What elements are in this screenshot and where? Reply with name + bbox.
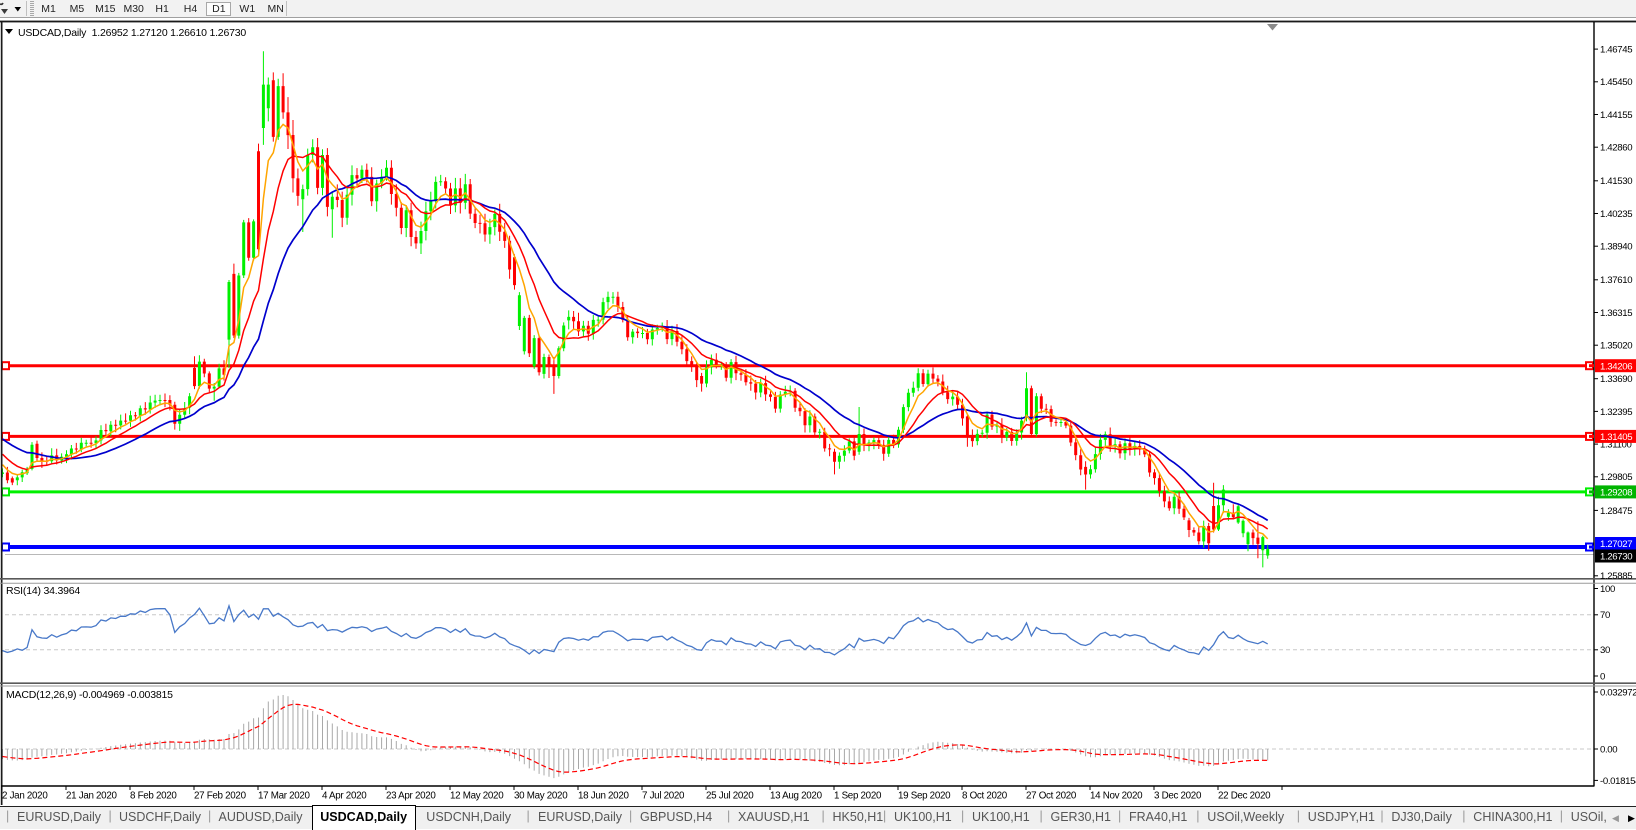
svg-text:1.38940: 1.38940 — [1600, 242, 1632, 253]
svg-text:0.032972: 0.032972 — [1600, 687, 1636, 698]
svg-text:21 Jan 2020: 21 Jan 2020 — [66, 791, 117, 802]
svg-text:1.36315: 1.36315 — [1600, 308, 1632, 319]
svg-text:23 Apr 2020: 23 Apr 2020 — [386, 791, 436, 802]
svg-text:1.27027: 1.27027 — [1600, 539, 1632, 550]
svg-text:22 Dec 2020: 22 Dec 2020 — [1218, 791, 1271, 802]
svg-text:27 Oct 2020: 27 Oct 2020 — [1026, 791, 1077, 802]
svg-text:8 Feb 2020: 8 Feb 2020 — [130, 791, 177, 802]
svg-text:4 Apr 2020: 4 Apr 2020 — [322, 791, 367, 802]
svg-text:27 Feb 2020: 27 Feb 2020 — [194, 791, 247, 802]
svg-text:1 Sep 2020: 1 Sep 2020 — [834, 791, 882, 802]
svg-text:2 Jan 2020: 2 Jan 2020 — [2, 791, 48, 802]
svg-text:3 Dec 2020: 3 Dec 2020 — [1154, 791, 1202, 802]
svg-text:70: 70 — [1600, 610, 1610, 621]
svg-text:0: 0 — [1600, 671, 1605, 682]
svg-text:1.31405: 1.31405 — [1600, 432, 1632, 443]
svg-text:1.41530: 1.41530 — [1600, 176, 1632, 187]
svg-text:8 Oct 2020: 8 Oct 2020 — [962, 791, 1008, 802]
svg-text:1.42860: 1.42860 — [1600, 143, 1632, 154]
svg-text:1.32395: 1.32395 — [1600, 407, 1632, 418]
svg-text:1.29805: 1.29805 — [1600, 472, 1632, 483]
svg-text:100: 100 — [1600, 584, 1615, 595]
svg-text:14 Nov 2020: 14 Nov 2020 — [1090, 791, 1143, 802]
svg-text:19 Sep 2020: 19 Sep 2020 — [898, 791, 951, 802]
svg-text:-0.018154: -0.018154 — [1600, 776, 1636, 787]
svg-text:1.45450: 1.45450 — [1600, 77, 1632, 88]
svg-text:1.33690: 1.33690 — [1600, 374, 1632, 385]
svg-text:1.44155: 1.44155 — [1600, 110, 1632, 121]
svg-text:30 May 2020: 30 May 2020 — [514, 791, 568, 802]
svg-text:1.25885: 1.25885 — [1600, 571, 1632, 582]
svg-text:13 Aug 2020: 13 Aug 2020 — [770, 791, 823, 802]
svg-text:17 Mar 2020: 17 Mar 2020 — [258, 791, 311, 802]
svg-text:1.40235: 1.40235 — [1600, 209, 1632, 220]
svg-text:1.29208: 1.29208 — [1600, 488, 1632, 499]
svg-text:30: 30 — [1600, 645, 1610, 656]
svg-text:7 Jul 2020: 7 Jul 2020 — [642, 791, 685, 802]
svg-text:1.37610: 1.37610 — [1600, 275, 1632, 286]
svg-text:1.35020: 1.35020 — [1600, 341, 1632, 352]
svg-text:1.31100: 1.31100 — [1600, 440, 1632, 451]
svg-text:25 Jul 2020: 25 Jul 2020 — [706, 791, 754, 802]
svg-text:18 Jun 2020: 18 Jun 2020 — [578, 791, 629, 802]
svg-text:1.34206: 1.34206 — [1600, 361, 1632, 372]
svg-text:0.00: 0.00 — [1600, 744, 1617, 755]
svg-text:1.26730: 1.26730 — [1600, 552, 1632, 563]
svg-text:12 May 2020: 12 May 2020 — [450, 791, 504, 802]
svg-text:1.28475: 1.28475 — [1600, 506, 1632, 517]
svg-text:1.46745: 1.46745 — [1600, 45, 1632, 56]
